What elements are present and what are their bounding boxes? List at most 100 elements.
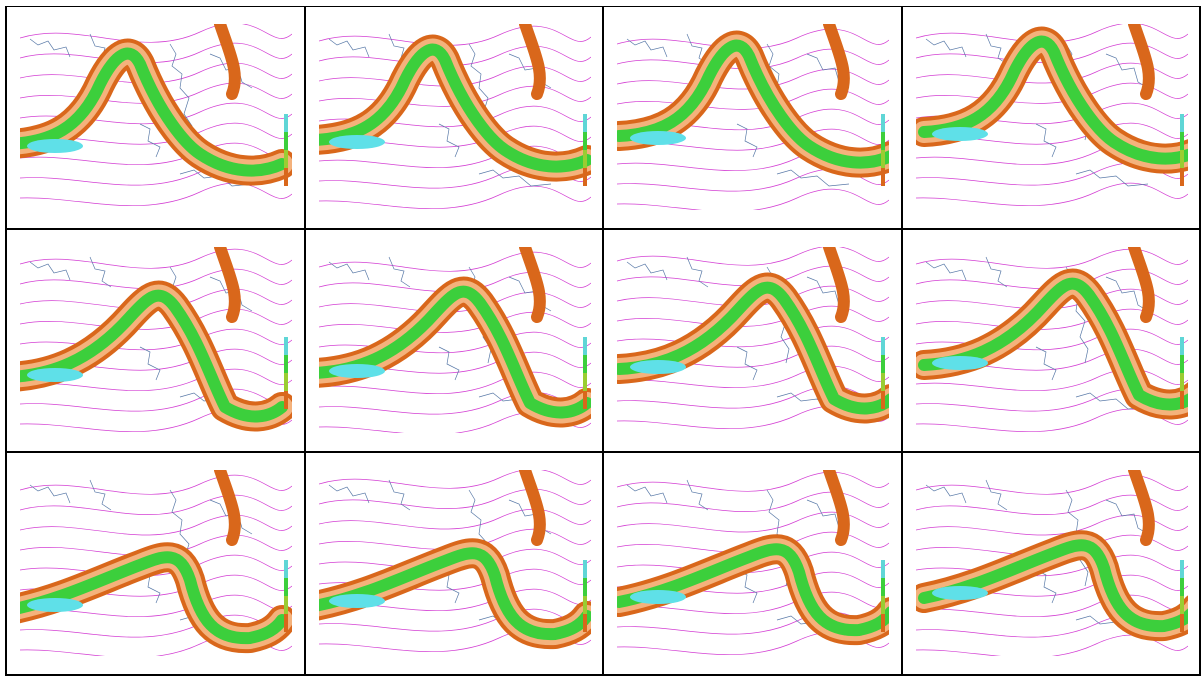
colorbar-segment	[582, 578, 587, 596]
pressure-contour	[20, 514, 292, 536]
coastline	[925, 261, 966, 281]
colorbar-segment	[284, 373, 288, 391]
weather-map	[318, 24, 591, 210]
pressure-contour	[318, 251, 591, 272]
jet-core	[27, 598, 83, 612]
pressure-contour	[915, 82, 1188, 104]
coastline	[985, 33, 1007, 65]
coastline	[985, 256, 1007, 288]
colorbar-segment	[582, 614, 587, 632]
coastline	[776, 169, 850, 187]
coastline	[686, 256, 709, 288]
colorbar-segment	[582, 168, 587, 186]
colorbar	[284, 114, 288, 186]
weather-map-panel	[20, 247, 292, 433]
weather-map	[318, 247, 591, 433]
jet-stream	[318, 276, 591, 428]
colorbar	[582, 560, 587, 632]
colorbar-segment	[284, 596, 288, 614]
weather-map	[318, 470, 591, 653]
colorbar-segment	[881, 168, 885, 186]
coastline	[1075, 392, 1148, 410]
wind-speed-band	[214, 247, 241, 323]
pressure-contour	[915, 268, 1188, 289]
colorbar	[1179, 114, 1184, 186]
pressure-contour	[617, 511, 889, 533]
colorbar-segment	[582, 132, 587, 150]
grid-row-2	[5, 228, 1201, 453]
pressure-contour	[20, 248, 292, 269]
colorbar	[582, 337, 587, 409]
grid-cell	[900, 6, 1201, 230]
colorbar-segment	[881, 578, 885, 596]
coastline	[89, 479, 112, 511]
coastline	[1035, 346, 1056, 381]
colorbar-segment	[1179, 373, 1184, 391]
jet-core	[931, 127, 988, 141]
colorbar-segment	[284, 150, 288, 168]
jet-stream	[915, 530, 1188, 642]
jet-stream	[318, 538, 591, 650]
jet-stream	[20, 38, 292, 186]
coastline	[925, 484, 966, 504]
colorbar	[1179, 560, 1184, 632]
weather-map	[617, 247, 889, 430]
coastline	[29, 261, 71, 281]
coastline	[169, 43, 193, 141]
weather-map	[915, 470, 1188, 656]
colorbar-segment	[1179, 114, 1184, 132]
grid-cell	[900, 451, 1201, 676]
coastline	[328, 261, 369, 281]
colorbar-segment	[582, 596, 587, 614]
wind-speed-band	[1127, 24, 1155, 100]
weather-map-panel	[318, 470, 591, 656]
colorbar	[284, 337, 288, 409]
pressure-contour	[617, 491, 889, 512]
colorbar-segment	[1179, 132, 1184, 150]
pressure-contour	[915, 182, 1188, 207]
colorbar	[881, 337, 885, 409]
pressure-contour	[617, 531, 889, 553]
colorbar-segment	[1179, 614, 1184, 632]
jet-core	[328, 594, 385, 608]
pressure-contour	[318, 65, 591, 87]
pressure-contour	[318, 311, 591, 333]
figure-grid	[5, 6, 1201, 676]
jet-stream	[617, 534, 889, 646]
pressure-contour	[318, 528, 591, 550]
grid-row-1	[5, 6, 1201, 230]
colorbar-segment	[284, 578, 288, 596]
grid-cell	[602, 228, 903, 453]
colorbar-segment	[1179, 337, 1184, 355]
pressure-contour	[915, 594, 1188, 618]
pressure-contour	[20, 62, 292, 84]
pressure-contour	[318, 25, 591, 46]
weather-map-panel	[318, 247, 591, 433]
weather-map-panel	[617, 24, 889, 210]
weather-map-panel	[318, 24, 591, 210]
colorbar-segment	[284, 337, 288, 355]
jet-stream	[20, 280, 292, 432]
pressure-contour	[915, 494, 1188, 515]
weather-map	[20, 24, 292, 207]
pressure-contour	[20, 268, 292, 289]
coastline	[29, 38, 71, 58]
colorbar-segment	[284, 560, 288, 578]
coastline	[985, 479, 1007, 511]
weather-map	[915, 24, 1188, 207]
jet-core	[27, 139, 83, 153]
pressure-contour	[915, 62, 1188, 84]
coastline	[388, 256, 410, 288]
pressure-contour	[617, 325, 889, 348]
weather-map	[617, 470, 889, 656]
wind-speed-band	[917, 539, 1188, 633]
colorbar-segment	[881, 560, 885, 578]
colorbar	[881, 114, 885, 186]
pressure-contour	[20, 288, 292, 310]
jet-core	[328, 135, 385, 149]
pressure-contour	[20, 42, 292, 63]
pressure-contour	[20, 474, 292, 495]
coastline	[736, 346, 758, 381]
jet-stream	[617, 30, 889, 178]
pressure-contour	[915, 634, 1188, 656]
